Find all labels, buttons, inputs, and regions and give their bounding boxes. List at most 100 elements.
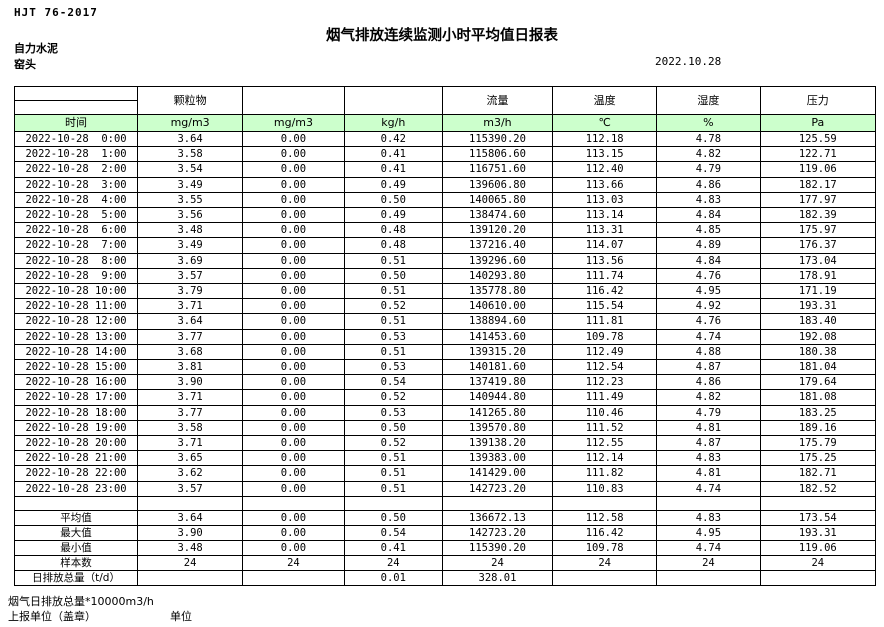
summary-value-cell: 193.31	[759, 524, 877, 541]
value-cell: 3.71	[137, 389, 244, 406]
value-cell: 3.57	[137, 267, 244, 285]
value-cell: 3.64	[137, 313, 244, 330]
value-cell: 3.56	[137, 207, 244, 224]
value-cell: 112.23	[552, 374, 658, 391]
summary-row: 平均值 3.64 0.00 0.50 136672.13 112.58 4.83 173.54	[13, 509, 877, 526]
value-cell: 0.51	[343, 480, 443, 497]
value-cell: 113.15	[552, 146, 658, 163]
time-cell: 2022-10-28 8:00	[13, 252, 139, 269]
value-cell: 137216.40	[441, 237, 554, 254]
table-row: 2022-10-28 21:00 3.65 0.00 0.51 139383.00 112…	[13, 450, 877, 467]
summary-value-cell: 24	[759, 554, 877, 571]
value-cell: 0.00	[242, 298, 345, 315]
value-cell: 115.54	[552, 298, 658, 315]
value-cell: 3.79	[137, 283, 244, 300]
value-cell: 182.39	[759, 207, 877, 224]
value-cell: 3.57	[137, 480, 244, 497]
summary-value-cell	[656, 569, 761, 586]
col-header-flow: 流量	[441, 86, 554, 115]
empty-cell	[552, 495, 658, 511]
value-cell: 0.51	[343, 252, 443, 269]
value-cell: 140944.80	[441, 389, 554, 406]
value-cell: 138894.60	[441, 313, 554, 330]
value-cell: 125.59	[759, 130, 877, 148]
value-cell: 3.65	[137, 450, 244, 467]
value-cell: 3.62	[137, 465, 244, 482]
value-cell: 0.00	[242, 222, 345, 239]
value-cell: 0.00	[242, 480, 345, 497]
value-cell: 0.53	[343, 404, 443, 421]
time-cell: 2022-10-28 13:00	[13, 328, 139, 345]
value-cell: 112.54	[552, 359, 658, 376]
table-row: 2022-10-28 12:00 3.64 0.00 0.51 138894.60 111…	[13, 313, 877, 330]
table-row: 2022-10-28 3:00 3.49 0.00 0.49 139606.80 113.…	[13, 176, 877, 193]
table-row: 2022-10-28 13:00 3.77 0.00 0.53 141453.60 109…	[13, 328, 877, 345]
summary-label-cell: 日排放总量（t/d）	[13, 569, 139, 586]
value-cell: 0.00	[242, 374, 345, 391]
time-cell: 2022-10-28 4:00	[13, 191, 139, 209]
summary-value-cell: 0.41	[343, 539, 443, 556]
col-header-humidity: 湿度	[656, 86, 761, 115]
table-row: 2022-10-28 4:00 3.55 0.00 0.50 140065.80 113.…	[13, 191, 877, 209]
value-cell: 0.41	[343, 146, 443, 163]
value-cell: 176.37	[759, 237, 877, 254]
table-row: 2022-10-28 18:00 3.77 0.00 0.53 141265.80 110…	[13, 404, 877, 421]
col-header-blank-1	[242, 86, 345, 115]
value-cell: 112.49	[552, 343, 658, 361]
summary-row: 最小值 3.48 0.00 0.41 115390.20 109.78 4.74 119.06	[13, 539, 877, 556]
unit-label: 单位	[170, 610, 192, 623]
summary-value-cell: 4.95	[656, 524, 761, 541]
table-row: 2022-10-28 7:00 3.49 0.00 0.48 137216.40 114.…	[13, 237, 877, 254]
value-cell: 181.08	[759, 389, 877, 406]
time-cell: 2022-10-28 23:00	[13, 480, 139, 497]
time-cell: 2022-10-28 11:00	[13, 298, 139, 315]
summary-value-cell: 24	[242, 554, 345, 571]
table-row: 2022-10-28 8:00 3.69 0.00 0.51 139296.60 113.…	[13, 252, 877, 269]
monitoring-point-label: 窑头	[14, 58, 36, 71]
summary-row: 日排放总量（t/d） 0.01 328.01	[13, 569, 877, 586]
value-cell: 139120.20	[441, 222, 554, 239]
value-cell: 0.00	[242, 252, 345, 269]
summary-value-cell: 0.50	[343, 509, 443, 526]
summary-row: 样本数 24 24 24 24 24 24 24	[13, 554, 877, 571]
value-cell: 113.66	[552, 176, 658, 193]
value-cell: 119.06	[759, 161, 877, 178]
value-cell: 175.25	[759, 450, 877, 467]
summary-value-cell: 116.42	[552, 524, 658, 541]
value-cell: 0.50	[343, 267, 443, 285]
table-row: 2022-10-28 20:00 3.71 0.00 0.52 139138.20 112…	[13, 435, 877, 452]
header-row-top: 颗粒物 流量 温度 湿度 压力	[13, 86, 877, 115]
summary-value-cell: 0.54	[343, 524, 443, 541]
time-header-bottom-cell	[13, 100, 139, 115]
value-cell: 141429.00	[441, 465, 554, 482]
value-cell: 0.52	[343, 389, 443, 406]
summary-label-cell: 平均值	[13, 509, 139, 526]
value-cell: 113.14	[552, 207, 658, 224]
value-cell: 3.90	[137, 374, 244, 391]
value-cell: 0.49	[343, 176, 443, 193]
value-cell: 4.84	[656, 207, 761, 224]
value-cell: 109.78	[552, 328, 658, 345]
value-cell: 3.71	[137, 435, 244, 452]
value-cell: 4.79	[656, 161, 761, 178]
value-cell: 4.76	[656, 313, 761, 330]
summary-value-cell: 4.83	[656, 509, 761, 526]
value-cell: 4.95	[656, 283, 761, 300]
value-cell: 3.48	[137, 222, 244, 239]
value-cell: 3.77	[137, 328, 244, 345]
value-cell: 180.38	[759, 343, 877, 361]
time-cell: 2022-10-28 3:00	[13, 176, 139, 193]
value-cell: 112.18	[552, 130, 658, 148]
value-cell: 181.04	[759, 359, 877, 376]
summary-value-cell	[552, 569, 658, 586]
value-cell: 0.00	[242, 191, 345, 209]
value-cell: 175.97	[759, 222, 877, 239]
summary-value-cell: 112.58	[552, 509, 658, 526]
reporting-unit-label: 上报单位（盖章）	[8, 610, 96, 623]
summary-value-cell: 142723.20	[441, 524, 554, 541]
value-cell: 3.58	[137, 146, 244, 163]
table-row: 2022-10-28 23:00 3.57 0.00 0.51 142723.20 110…	[13, 480, 877, 497]
value-cell: 4.85	[656, 222, 761, 239]
value-cell: 0.00	[242, 404, 345, 421]
summary-value-cell: 3.48	[137, 539, 244, 556]
